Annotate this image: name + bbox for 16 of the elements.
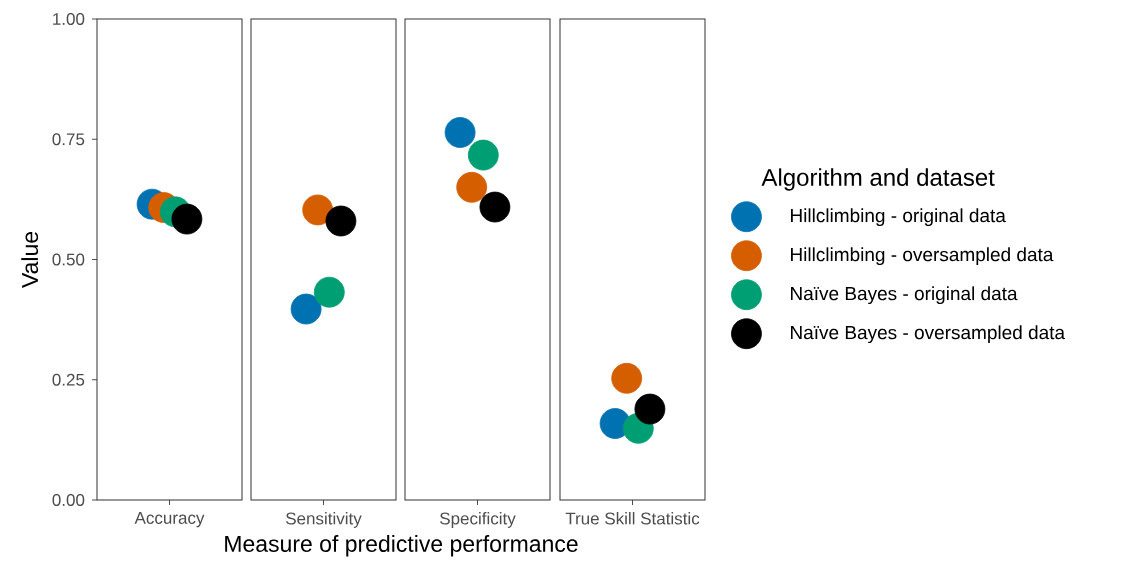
- legend-label: Naïve Bayes - original data: [791, 286, 1018, 305]
- y-tick-label: 0.75: [52, 133, 85, 146]
- legend-title: Algorithm and dataset: [761, 168, 995, 191]
- x-tick-label: Accuracy: [134, 512, 205, 528]
- y-tick-label: 0.50: [52, 253, 85, 266]
- legend-label: Hillclimbing - original data: [791, 208, 1006, 227]
- x-tick-label: Sensitivity: [286, 512, 362, 528]
- legend-label: Naïve Bayes - oversampled data: [791, 325, 1066, 344]
- x-tick-label: True Skill Statistic: [565, 512, 700, 525]
- x-tick-label: Specificity: [440, 512, 516, 528]
- y-tick-label: 1.00: [53, 12, 85, 25]
- y-axis-title: Value: [21, 231, 39, 288]
- y-tick-label: 0.25: [52, 373, 85, 386]
- y-tick-label: 0.00: [52, 493, 85, 506]
- x-axis-title: Measure of predictive performance: [225, 535, 578, 557]
- legend-label: Hillclimbing - oversampled data: [791, 247, 1054, 266]
